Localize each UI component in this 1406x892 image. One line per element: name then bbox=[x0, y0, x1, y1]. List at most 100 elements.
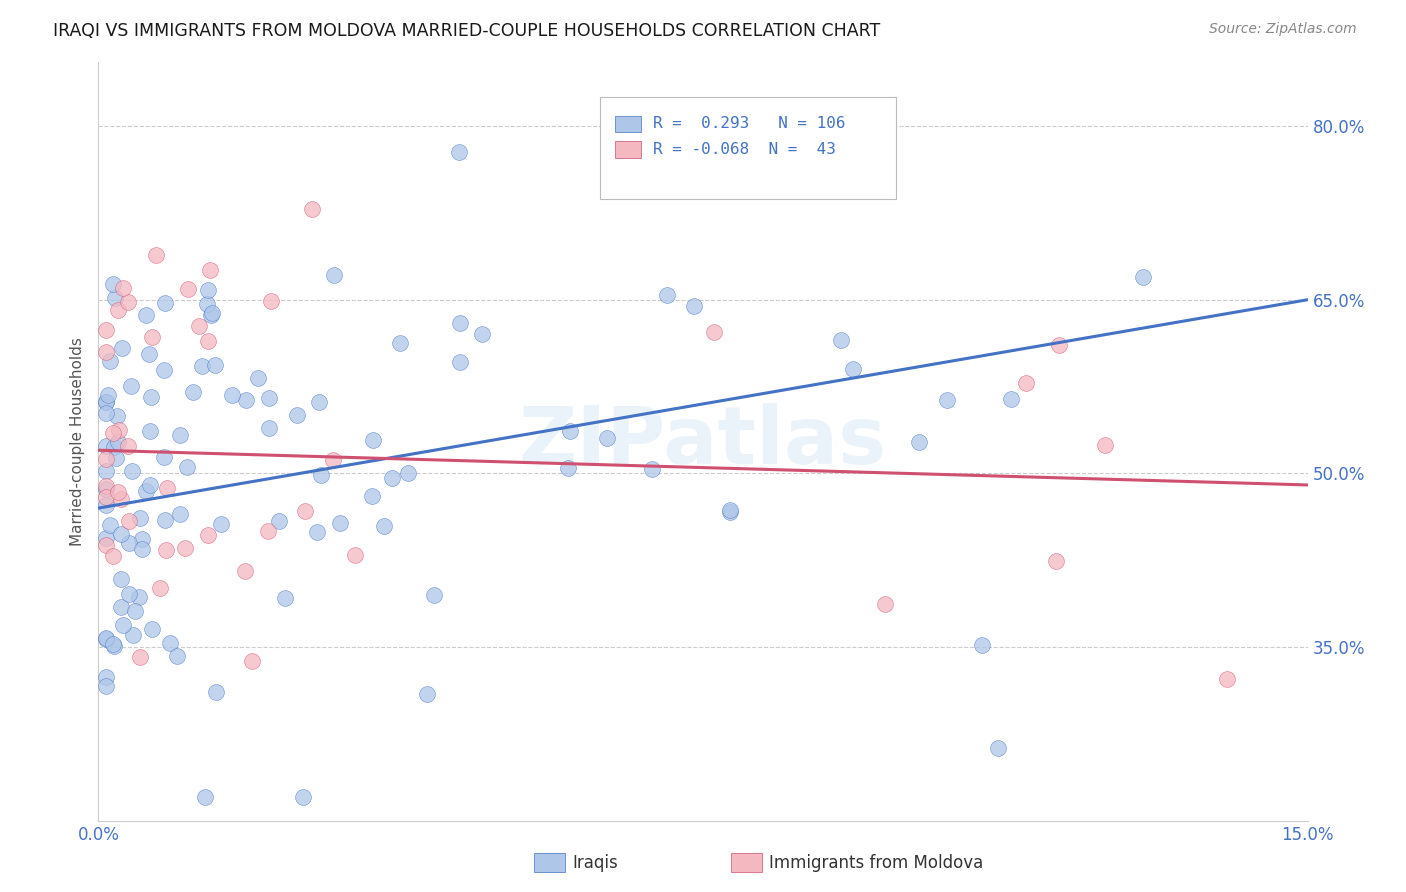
Point bbox=[187, 318, 209, 333]
Point bbox=[118, 514, 141, 528]
Point bbox=[197, 528, 219, 542]
Point bbox=[361, 489, 384, 503]
Point bbox=[322, 452, 344, 467]
Point bbox=[233, 564, 256, 578]
Point bbox=[141, 330, 163, 344]
Point bbox=[156, 481, 179, 495]
Point bbox=[111, 341, 134, 355]
Point bbox=[260, 294, 283, 309]
Point bbox=[129, 511, 152, 525]
Point bbox=[305, 525, 328, 540]
Point bbox=[373, 519, 395, 533]
Point bbox=[153, 363, 176, 377]
Point bbox=[104, 451, 127, 466]
Point bbox=[159, 636, 181, 650]
Point bbox=[101, 426, 124, 441]
Text: Iraqis: Iraqis bbox=[572, 854, 619, 871]
Point bbox=[131, 532, 153, 546]
Point bbox=[1045, 554, 1067, 568]
Point bbox=[388, 336, 411, 351]
Point bbox=[96, 490, 118, 504]
Point bbox=[285, 408, 308, 422]
Point bbox=[105, 409, 128, 424]
Text: Source: ZipAtlas.com: Source: ZipAtlas.com bbox=[1209, 22, 1357, 37]
Point bbox=[557, 461, 579, 475]
Point bbox=[308, 394, 330, 409]
Point bbox=[149, 581, 172, 595]
Point bbox=[655, 287, 678, 301]
Point bbox=[703, 325, 725, 339]
Point bbox=[124, 604, 146, 618]
Point bbox=[447, 145, 470, 159]
Point bbox=[107, 302, 129, 317]
Point bbox=[96, 452, 118, 467]
Point bbox=[153, 513, 176, 527]
Point bbox=[145, 247, 167, 261]
Point bbox=[96, 679, 118, 693]
Point bbox=[683, 299, 706, 313]
Point bbox=[936, 393, 959, 408]
Point bbox=[291, 790, 314, 805]
Point bbox=[987, 741, 1010, 756]
Text: ZIPatlas: ZIPatlas bbox=[519, 402, 887, 481]
Point bbox=[246, 371, 269, 385]
Point bbox=[121, 464, 143, 478]
Point bbox=[118, 536, 141, 550]
Y-axis label: Married-couple Households: Married-couple Households bbox=[69, 337, 84, 546]
Point bbox=[181, 384, 204, 399]
Point bbox=[322, 268, 344, 283]
Point bbox=[110, 526, 132, 541]
Point bbox=[96, 531, 118, 545]
Point bbox=[103, 639, 125, 653]
Point bbox=[970, 638, 993, 652]
Point bbox=[294, 504, 316, 518]
Point bbox=[110, 492, 132, 507]
Point bbox=[96, 498, 118, 512]
Point bbox=[221, 388, 243, 402]
Point bbox=[195, 297, 218, 311]
Point bbox=[98, 353, 121, 368]
Point bbox=[96, 323, 118, 337]
Point bbox=[197, 283, 219, 297]
Point bbox=[155, 543, 177, 558]
Point bbox=[257, 524, 280, 538]
Point bbox=[103, 549, 125, 563]
Point bbox=[139, 478, 162, 492]
Point bbox=[908, 435, 931, 450]
Point bbox=[235, 393, 257, 408]
Point bbox=[135, 483, 157, 498]
Point bbox=[112, 281, 135, 295]
Point bbox=[471, 327, 494, 342]
Point bbox=[153, 296, 176, 310]
Point bbox=[121, 628, 143, 642]
Point bbox=[209, 516, 232, 531]
Point bbox=[141, 622, 163, 636]
Point bbox=[1000, 392, 1022, 407]
Point bbox=[117, 294, 139, 309]
Point bbox=[1215, 672, 1237, 686]
Point bbox=[96, 479, 118, 493]
Point bbox=[240, 654, 263, 668]
Bar bbox=[614, 141, 641, 158]
Point bbox=[139, 425, 162, 439]
Point bbox=[96, 439, 118, 453]
Point bbox=[108, 423, 131, 437]
Point bbox=[449, 355, 471, 369]
Point bbox=[841, 362, 863, 376]
Point bbox=[96, 345, 118, 359]
Point bbox=[718, 505, 741, 519]
Text: R =  0.293   N = 106: R = 0.293 N = 106 bbox=[654, 116, 846, 131]
Point bbox=[103, 440, 125, 454]
Point bbox=[560, 424, 582, 438]
Point bbox=[381, 471, 404, 485]
Point bbox=[363, 433, 385, 447]
Point bbox=[1015, 376, 1038, 390]
Point bbox=[96, 395, 118, 409]
Point bbox=[1094, 438, 1116, 452]
Point bbox=[152, 450, 174, 465]
Text: IRAQI VS IMMIGRANTS FROM MOLDOVA MARRIED-COUPLE HOUSEHOLDS CORRELATION CHART: IRAQI VS IMMIGRANTS FROM MOLDOVA MARRIED… bbox=[53, 22, 880, 40]
Point bbox=[174, 541, 197, 556]
Point bbox=[830, 334, 852, 348]
Bar bbox=[614, 116, 641, 132]
Point bbox=[96, 632, 118, 646]
